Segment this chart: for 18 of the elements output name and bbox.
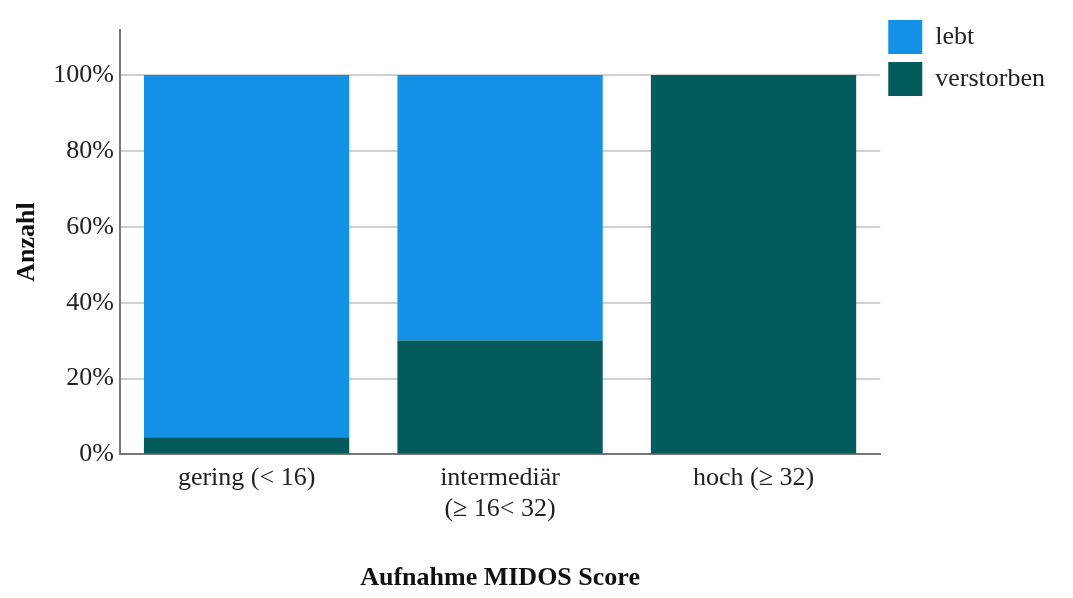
x-axis-title: Aufnahme MIDOS Score [360,562,640,592]
bar [143,437,350,454]
bar [650,75,857,454]
y-tick-label: 20% [66,362,114,392]
legend-label: lebt [935,20,976,50]
y-tick-label: 0% [79,438,114,468]
y-tick-label: 80% [66,134,114,164]
legend-label: verstorben [935,62,1046,92]
y-tick-label: 40% [66,286,114,316]
bar [143,75,350,438]
x-tick-label: hoch (≥ 32) [692,461,815,491]
bar [397,75,603,341]
bar [397,340,603,454]
y-tick-label: 60% [66,210,114,240]
x-tick-label: gering (< 16) [177,461,316,491]
y-tick-label: 100% [53,58,114,88]
x-tick-label: intermediär (≥ 16< 32) [440,461,561,523]
y-axis-title: Anzahl [11,202,41,282]
